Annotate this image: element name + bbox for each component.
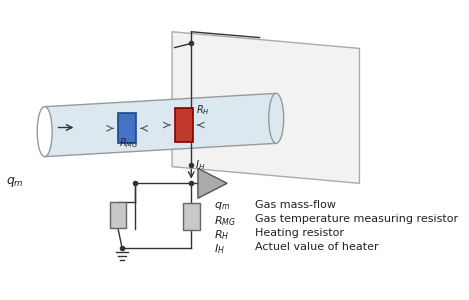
Polygon shape [198,168,227,198]
Text: Actuel value of heater: Actuel value of heater [256,242,379,252]
Bar [183,203,200,230]
Text: $I_H$: $I_H$ [214,242,225,256]
Ellipse shape [37,107,52,157]
Text: Gas temperature measuring resistor: Gas temperature measuring resistor [256,214,459,224]
Polygon shape [45,93,276,157]
Text: $R_{MG}$: $R_{MG}$ [119,136,138,150]
Bar [118,113,136,143]
Bar [174,108,193,142]
Text: $R_H$: $R_H$ [196,103,210,117]
Text: $q_m$: $q_m$ [6,175,23,189]
Polygon shape [172,32,359,183]
Text: Heating resistor: Heating resistor [256,228,344,238]
Text: $R_{MG}$: $R_{MG}$ [214,214,236,228]
Text: Gas mass-flow: Gas mass-flow [256,200,336,210]
Text: $q_m$: $q_m$ [214,200,230,212]
Text: $R_H$: $R_H$ [214,228,229,242]
Ellipse shape [269,93,284,143]
Text: $I_H$: $I_H$ [195,158,205,172]
Polygon shape [110,202,126,228]
